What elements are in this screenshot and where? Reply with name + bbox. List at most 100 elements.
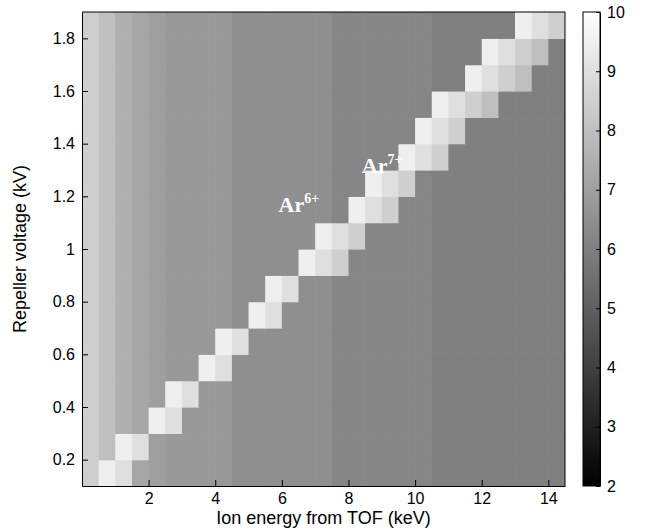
heatmap-cell bbox=[332, 433, 349, 460]
heatmap-cell bbox=[432, 249, 449, 276]
heatmap-cell bbox=[398, 354, 415, 381]
heatmap-cell bbox=[498, 91, 515, 118]
heatmap-cell bbox=[315, 117, 332, 144]
heatmap-cell bbox=[548, 38, 565, 65]
heatmap-cell bbox=[115, 223, 132, 250]
y-tick-label: 1 bbox=[66, 241, 75, 258]
heatmap-cell bbox=[182, 65, 199, 92]
colorbar-tick-mark bbox=[596, 368, 600, 369]
heatmap-cell bbox=[132, 65, 149, 92]
heatmap-cell bbox=[348, 433, 365, 460]
heatmap-cell bbox=[548, 117, 565, 144]
heatmap-cell bbox=[315, 223, 332, 250]
heatmap-cell bbox=[249, 433, 266, 460]
heatmap-cell bbox=[99, 460, 116, 486]
y-tick-label: 1.6 bbox=[53, 83, 75, 100]
x-axis: 2468101214 bbox=[83, 480, 566, 507]
heatmap-cell bbox=[382, 91, 399, 118]
heatmap-cell bbox=[548, 65, 565, 92]
heatmap-cell bbox=[448, 249, 465, 276]
heatmap-cell bbox=[532, 170, 549, 197]
heatmap-cell bbox=[232, 91, 249, 118]
heatmap-cell bbox=[548, 249, 565, 276]
colorbar-tick-label: 3 bbox=[607, 418, 616, 435]
heatmap-cell bbox=[165, 433, 182, 460]
heatmap-cell bbox=[315, 38, 332, 65]
heatmap-cell bbox=[498, 144, 515, 171]
heatmap-cell bbox=[515, 460, 532, 486]
heatmap-cell bbox=[282, 249, 299, 276]
colorbar-tick: 2 bbox=[596, 478, 616, 495]
heatmap-cell bbox=[99, 38, 116, 65]
heatmap-cell bbox=[82, 328, 99, 355]
heatmap-cell bbox=[432, 196, 449, 223]
heatmap-cell bbox=[232, 249, 249, 276]
heatmap-cell bbox=[99, 433, 116, 460]
heatmap-cell bbox=[548, 407, 565, 434]
heatmap-cell bbox=[465, 12, 482, 39]
heatmap-cell bbox=[199, 65, 216, 92]
heatmap-cell bbox=[232, 302, 249, 329]
y-tick: 0.4 bbox=[53, 399, 88, 416]
heatmap-cell bbox=[215, 65, 232, 92]
heatmap-cell bbox=[365, 460, 382, 486]
colorbar-axis-line bbox=[600, 13, 601, 487]
heatmap-cell bbox=[398, 381, 415, 408]
heatmap-cell bbox=[315, 249, 332, 276]
heatmap-cell bbox=[332, 91, 349, 118]
heatmap-cell bbox=[99, 223, 116, 250]
x-tick: 10 bbox=[407, 480, 425, 507]
heatmap-cell bbox=[82, 12, 99, 39]
heatmap-cell bbox=[115, 407, 132, 434]
heatmap-cell bbox=[149, 12, 166, 39]
heatmap-cell bbox=[82, 196, 99, 223]
heatmap-cell bbox=[82, 249, 99, 276]
colorbar-tick-mark bbox=[596, 427, 600, 428]
heatmap-cell bbox=[132, 407, 149, 434]
colorbar-tick-label: 8 bbox=[607, 122, 616, 139]
heatmap-cell bbox=[182, 38, 199, 65]
heatmap-cell bbox=[332, 249, 349, 276]
heatmap-cell bbox=[315, 381, 332, 408]
heatmap-cell bbox=[99, 170, 116, 197]
heatmap-cell bbox=[249, 91, 266, 118]
heatmap-cell bbox=[149, 91, 166, 118]
heatmap-cell bbox=[348, 328, 365, 355]
heatmap-cell bbox=[532, 381, 549, 408]
heatmap-cell bbox=[199, 12, 216, 39]
heatmap-cell bbox=[348, 65, 365, 92]
heatmap-cell bbox=[82, 144, 99, 171]
y-tick-label: 1.4 bbox=[53, 135, 75, 152]
heatmap-cell bbox=[315, 91, 332, 118]
heatmap-cell bbox=[382, 196, 399, 223]
annotation-superscript: 7+ bbox=[387, 152, 402, 167]
heatmap-cell bbox=[498, 302, 515, 329]
heatmap-cell bbox=[299, 354, 316, 381]
y-tick: 1 bbox=[66, 241, 88, 258]
heatmap-cell bbox=[165, 407, 182, 434]
heatmap-cell bbox=[365, 328, 382, 355]
heatmap-cell bbox=[332, 65, 349, 92]
heatmap-cell bbox=[215, 38, 232, 65]
y-tick-label: 0.6 bbox=[53, 346, 75, 363]
heatmap-cell bbox=[515, 275, 532, 302]
heatmap-cell bbox=[332, 354, 349, 381]
heatmap-cell bbox=[165, 275, 182, 302]
heatmap-cell bbox=[299, 65, 316, 92]
y-tick-label: 0.4 bbox=[53, 399, 75, 416]
y-tick: 0.8 bbox=[53, 293, 88, 310]
heatmap-cell bbox=[515, 302, 532, 329]
heatmap-cell bbox=[99, 117, 116, 144]
heatmap-cell bbox=[149, 223, 166, 250]
heatmap-cell bbox=[99, 275, 116, 302]
heatmap-cell bbox=[215, 223, 232, 250]
heatmap-cell bbox=[548, 170, 565, 197]
heatmap-cell bbox=[348, 196, 365, 223]
colorbar-tick: 6 bbox=[596, 241, 616, 258]
heatmap-cell bbox=[365, 354, 382, 381]
heatmap-cell bbox=[199, 144, 216, 171]
heatmap-cell bbox=[265, 460, 282, 486]
heatmap-cell bbox=[232, 381, 249, 408]
heatmap-cell bbox=[82, 275, 99, 302]
y-tick: 1.2 bbox=[53, 188, 88, 205]
